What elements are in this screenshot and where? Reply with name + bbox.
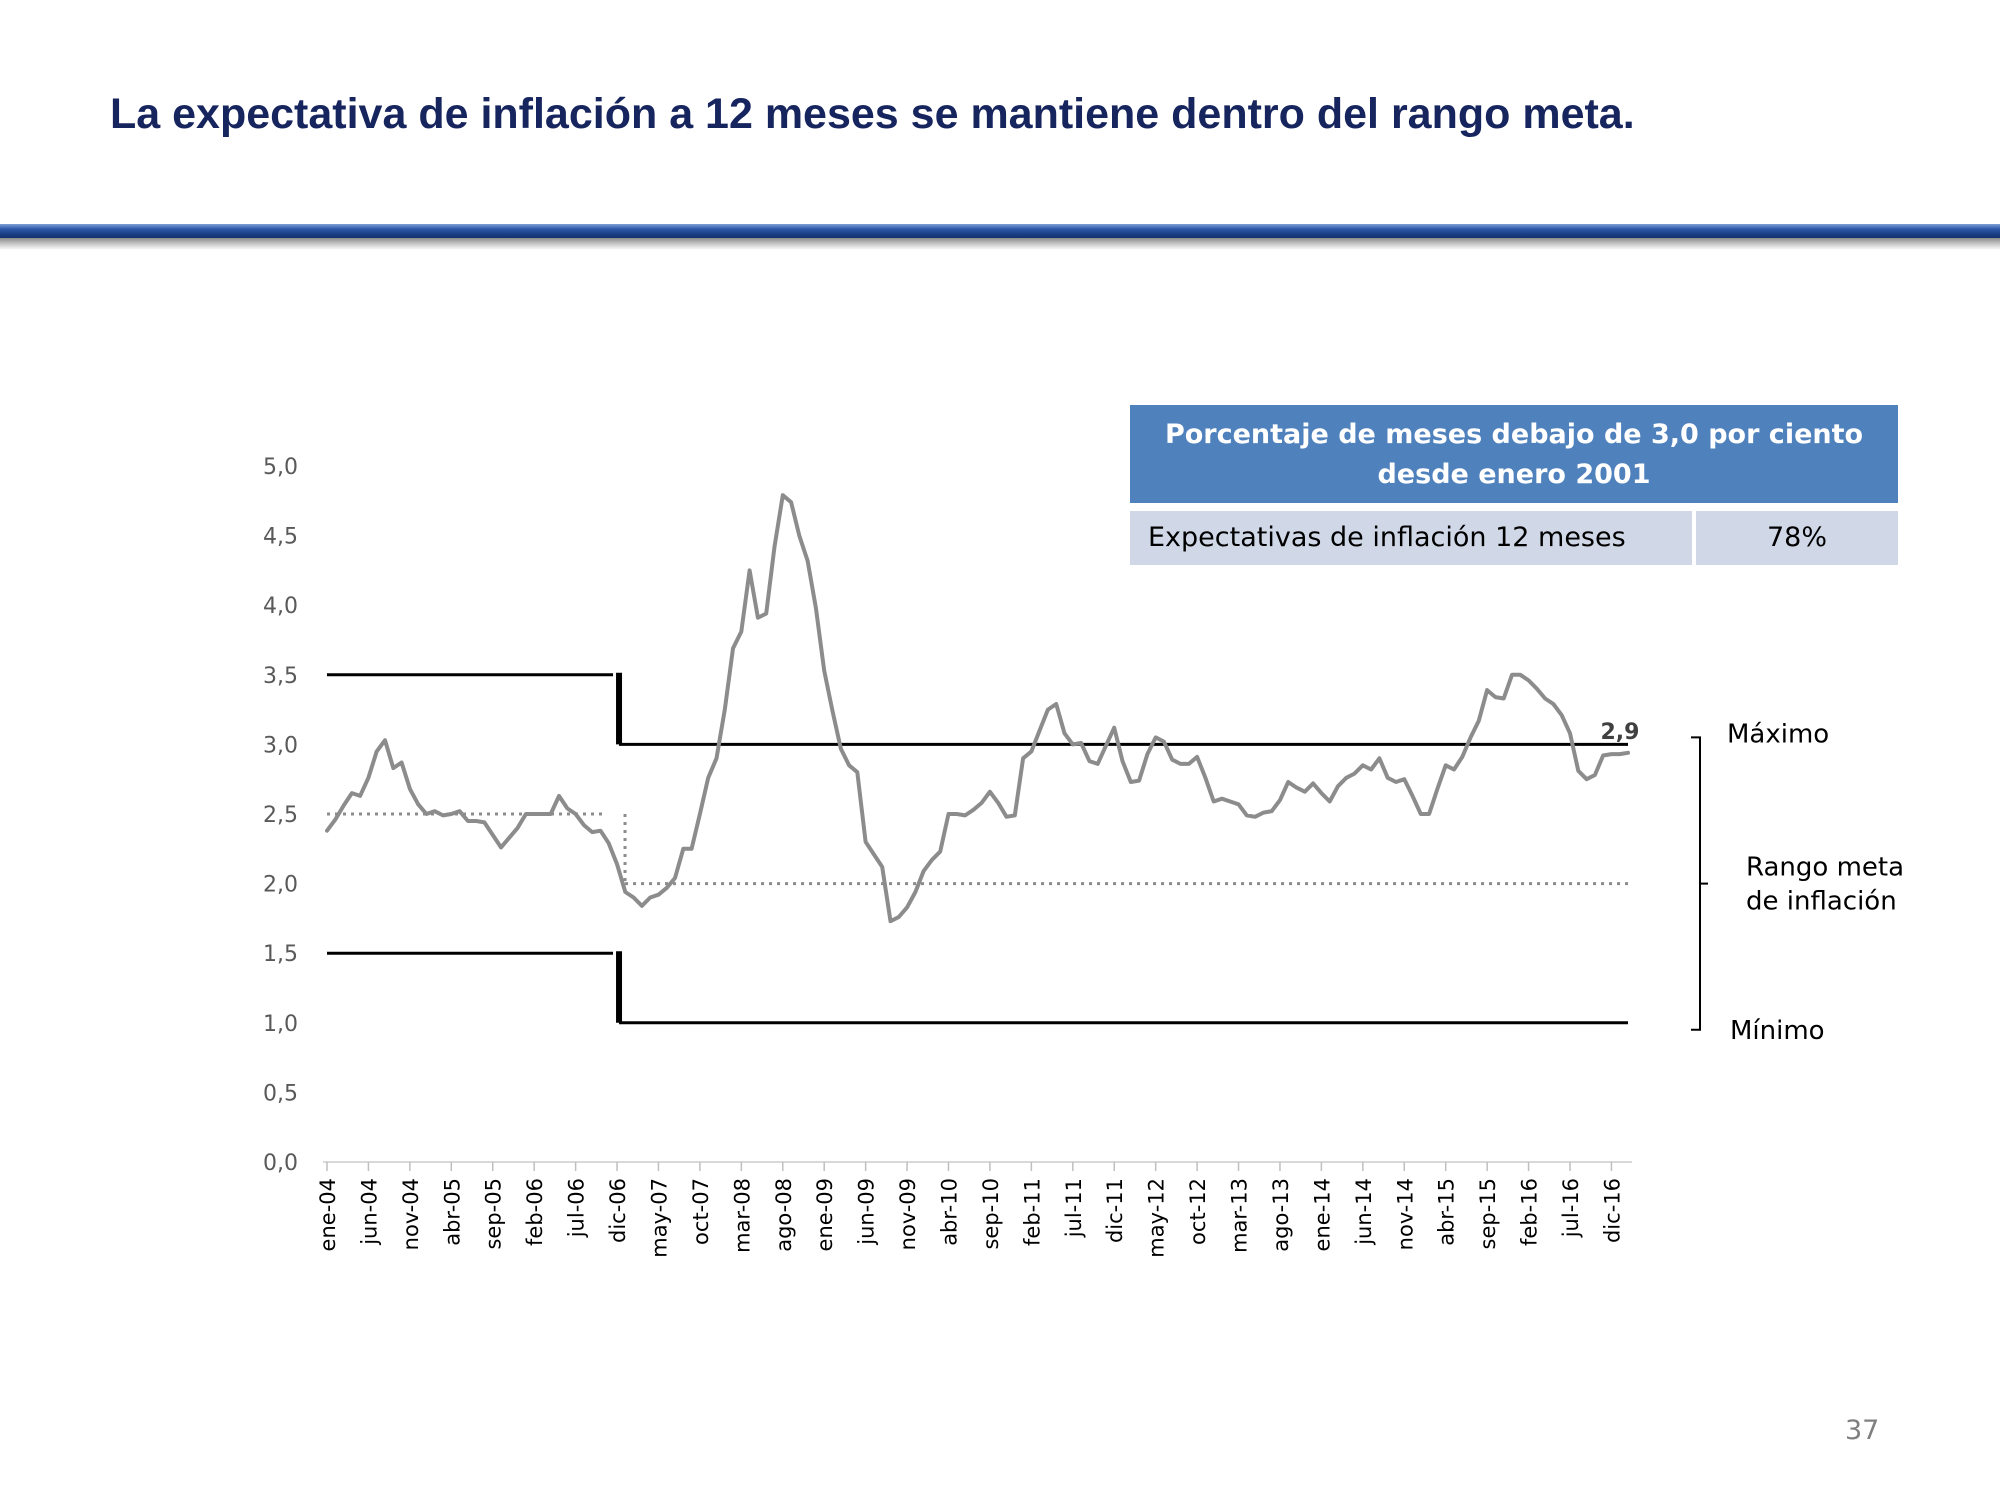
x-tick-label: nov-09 [896,1178,920,1250]
y-tick-label: 0,0 [263,1151,298,1176]
chart-labels: 2,9 Máximo Mínimo Rango meta de inflación [1601,719,1905,1045]
range-bracket [1691,736,1701,1031]
x-tick-label: dic-16 [1600,1178,1624,1243]
x-tick-label: oct-07 [689,1178,713,1245]
x-tick-label: may-12 [1145,1178,1169,1258]
y-tick-label: 3,0 [263,733,298,758]
y-tick-label: 2,5 [263,803,298,828]
y-tick-label: 1,0 [263,1012,298,1037]
summary-table-row-label: Expectativas de inflación 12 meses [1130,511,1692,565]
slide-title: La expectativa de inflación a 12 meses s… [110,90,1635,138]
x-tick-label: feb-16 [1518,1178,1542,1246]
x-tick-label: abr-10 [937,1178,961,1246]
x-tick-label: dic-06 [606,1178,630,1243]
range-label-line1: Rango meta [1746,853,1904,883]
y-tick-label: 0,5 [263,1081,298,1106]
x-tick-label: jul-06 [565,1178,589,1238]
x-tick-label: ene-09 [813,1178,837,1251]
y-tick-label: 5,0 [263,455,298,480]
y-tick-label: 3,5 [263,664,298,689]
x-tick-label: ene-14 [1310,1178,1334,1251]
summary-table-header: Porcentaje de meses debajo de 3,0 por ci… [1130,405,1898,503]
x-tick-label: sep-10 [979,1178,1003,1250]
x-tick-label: ago-08 [772,1178,796,1252]
chart-axes: 0,0 0,5 1,0 1,5 2,0 2,5 3,0 3,5 4,0 4,5 5,0 ene-04 j… [263,455,1632,1258]
x-tick-label: sep-15 [1476,1178,1500,1250]
last-value-label: 2,9 [1601,720,1640,745]
x-tick-label: may-07 [647,1178,671,1258]
x-tick-label: sep-05 [482,1178,506,1250]
page-number: 37 [1845,1415,1880,1446]
x-tick-label: mar-08 [730,1178,754,1253]
x-tick-label: jun-14 [1352,1178,1376,1246]
x-tick-label: feb-06 [523,1178,547,1246]
y-tick-label: 4,0 [263,594,298,619]
range-label-line2: de inflación [1746,887,1897,917]
x-tick-label: feb-11 [1020,1178,1044,1246]
y-tick-label: 2,0 [263,873,298,898]
x-tick-label: ene-04 [316,1178,340,1251]
min-label: Mínimo [1730,1016,1825,1046]
x-tick-label: mar-13 [1228,1178,1252,1253]
x-tick-label: jun-09 [855,1178,879,1246]
x-tick-label: ago-13 [1269,1178,1293,1252]
x-tick-label: nov-14 [1393,1178,1417,1250]
max-label: Máximo [1727,719,1829,749]
summary-table: Porcentaje de meses debajo de 3,0 por ci… [1130,405,1898,565]
y-tick-label: 4,5 [263,525,298,550]
x-tick-label: jun-04 [357,1178,381,1246]
summary-table-row: Expectativas de inflación 12 meses 78% [1130,511,1898,565]
summary-table-row-value: 78% [1696,511,1898,565]
target-band [327,672,1628,1025]
title-divider [0,224,2000,238]
x-tick-label: dic-11 [1103,1178,1127,1243]
title-divider-shadow [0,238,2000,250]
x-tick-label: jul-11 [1062,1178,1086,1238]
y-tick-label: 1,5 [263,942,298,967]
x-tick-label: abr-05 [440,1178,464,1246]
x-tick-label: nov-04 [399,1178,423,1250]
x-tick-label: oct-12 [1186,1178,1210,1245]
x-tick-label: jul-16 [1559,1178,1583,1238]
x-tick-label: abr-15 [1435,1178,1459,1246]
